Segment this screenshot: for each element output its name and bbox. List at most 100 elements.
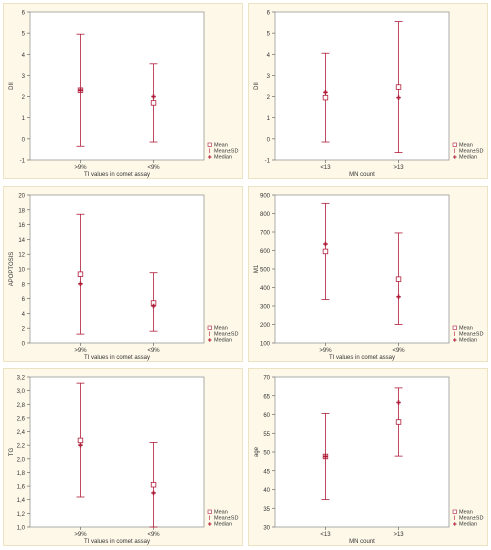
legend-sd-label: Mean±SD <box>214 149 238 155</box>
legend-mean-icon <box>452 325 457 330</box>
mean-marker <box>322 248 329 255</box>
x-tick-label: >13 <box>393 532 404 538</box>
y-tick-label: 2,6 <box>17 416 26 422</box>
chart-3: 0 2 4 6 8 10 12 14 16 18 20 APOPTOSIS >9% <9%TI value… <box>9 194 238 362</box>
median-marker <box>396 95 401 100</box>
y-tick-label: 65 <box>263 394 270 400</box>
legend-median-icon <box>208 522 212 526</box>
legend-median-label: Median <box>214 522 232 528</box>
x-tick-label: <9% <box>147 532 160 538</box>
legend-median-label: Median <box>214 155 232 161</box>
median-marker <box>151 94 156 99</box>
y-axis-label: age <box>254 446 260 457</box>
legend-sd-label: Mean±SD <box>459 516 483 522</box>
chart-panel-5: 1,0 1,2 1,4 1,6 1,8 2,0 2,2 2,4 2,6 2,8 3,0 3,2 TG >9… <box>3 368 243 546</box>
y-axis-label: DII <box>9 82 15 90</box>
y-axis-label: DII <box>254 82 260 90</box>
legend-mean-label: Mean <box>459 143 473 149</box>
chart-panel-4: 100 200 300 400 500 600 700 800 900 M1 >9% <9% TI va… <box>248 186 488 362</box>
y-tick-label: 70 <box>263 376 270 382</box>
mean-marker <box>77 271 84 277</box>
median-marker <box>323 454 328 459</box>
x-tick-label: >9% <box>319 348 332 354</box>
legend-mean-icon <box>452 509 457 514</box>
x-axis-label: MN count <box>349 172 375 178</box>
y-tick-label: 2 <box>267 95 271 101</box>
y-tick-label: 6 <box>22 11 26 17</box>
legend-median-label: Median <box>459 522 477 528</box>
x-tick-label: <9% <box>392 348 405 354</box>
y-tick-label: 5 <box>267 32 271 38</box>
y-tick-label: 3,2 <box>17 376 26 382</box>
y-axis-label: APOPTOSIS <box>9 252 15 287</box>
y-tick-label: 0 <box>22 137 26 143</box>
x-tick-label: >9% <box>74 532 87 538</box>
plot-area <box>274 194 450 344</box>
y-tick-label: 6 <box>267 11 271 17</box>
mean-marker <box>322 94 329 101</box>
y-tick-label: 12 <box>18 253 25 259</box>
y-tick-label: 1,6 <box>17 485 26 491</box>
y-tick-label: 0 <box>22 342 26 348</box>
mean-marker <box>150 100 157 106</box>
median-marker <box>151 303 156 309</box>
chart-4: 100 200 300 400 500 600 700 800 900 M1 >9% <9%TI va… <box>254 194 483 362</box>
y-tick-label: 20 <box>18 194 25 200</box>
y-tick-label: 2 <box>22 95 26 101</box>
y-axis-label: M1 <box>254 264 260 273</box>
mean-marker <box>395 84 402 90</box>
y-tick-label: 18 <box>18 208 25 214</box>
y-tick-label: 2,8 <box>17 403 26 409</box>
y-tick-label: 1,2 <box>17 512 26 518</box>
y-tick-label: 55 <box>263 432 270 438</box>
legend-mean-icon <box>452 142 457 147</box>
legend-sd-label: Mean±SD <box>459 149 483 155</box>
legend-sd-label: Mean±SD <box>214 332 238 338</box>
y-tick-label: -1 <box>20 159 26 165</box>
y-tick-label: 400 <box>260 286 271 292</box>
legend-median-label: Median <box>214 338 232 344</box>
legend-mean-icon <box>207 509 212 514</box>
y-tick-label: 2 <box>22 327 26 333</box>
y-tick-label: 16 <box>18 223 25 229</box>
y-tick-label: 1,4 <box>17 498 26 504</box>
legend-mean-icon <box>207 325 212 330</box>
median-marker <box>78 88 83 93</box>
y-tick-label: 4 <box>267 53 271 59</box>
median-marker <box>396 294 401 299</box>
y-tick-label: 14 <box>18 238 25 244</box>
median-marker <box>323 241 328 247</box>
y-tick-label: 600 <box>260 249 271 255</box>
y-tick-label: 2,4 <box>17 430 26 436</box>
chart-5: 1,0 1,2 1,4 1,6 1,8 2,0 2,2 2,4 2,6 2,8 3,0 3,2 TG >9… <box>9 376 238 546</box>
y-tick-label: 60 <box>263 413 270 419</box>
y-tick-label: 4 <box>22 312 26 318</box>
y-tick-label: 0 <box>267 137 271 143</box>
legend-median-icon <box>453 155 457 159</box>
plot-area <box>274 11 450 161</box>
chart-1: -1 0 1 2 3 4 5 6 DII >9% <9%TI values in comet ass… <box>9 11 238 179</box>
y-axis-label: TG <box>9 448 15 457</box>
plot-area <box>29 11 205 161</box>
y-tick-label: 50 <box>263 451 270 457</box>
mean-marker <box>395 419 402 425</box>
mean-marker <box>150 482 157 488</box>
x-tick-label: >9% <box>74 348 87 354</box>
legend-median-label: Median <box>459 155 477 161</box>
legend-sd-label: Mean±SD <box>459 332 483 338</box>
mean-marker <box>395 276 402 282</box>
x-axis-label: TI values in comet assay <box>84 172 150 178</box>
y-tick-label: 1,8 <box>17 471 26 477</box>
y-tick-label: 40 <box>263 488 270 494</box>
legend-sd-label: Mean±SD <box>214 516 238 522</box>
plot-area <box>29 194 205 344</box>
median-marker <box>323 90 328 95</box>
y-tick-label: 1,0 <box>17 526 26 532</box>
y-tick-label: 5 <box>22 32 26 38</box>
x-tick-label: <13 <box>320 165 331 171</box>
legend-median-icon <box>453 522 457 526</box>
x-axis-label: TI values in comet assay <box>84 355 150 361</box>
median-marker <box>396 400 401 405</box>
mean-marker <box>77 437 84 444</box>
